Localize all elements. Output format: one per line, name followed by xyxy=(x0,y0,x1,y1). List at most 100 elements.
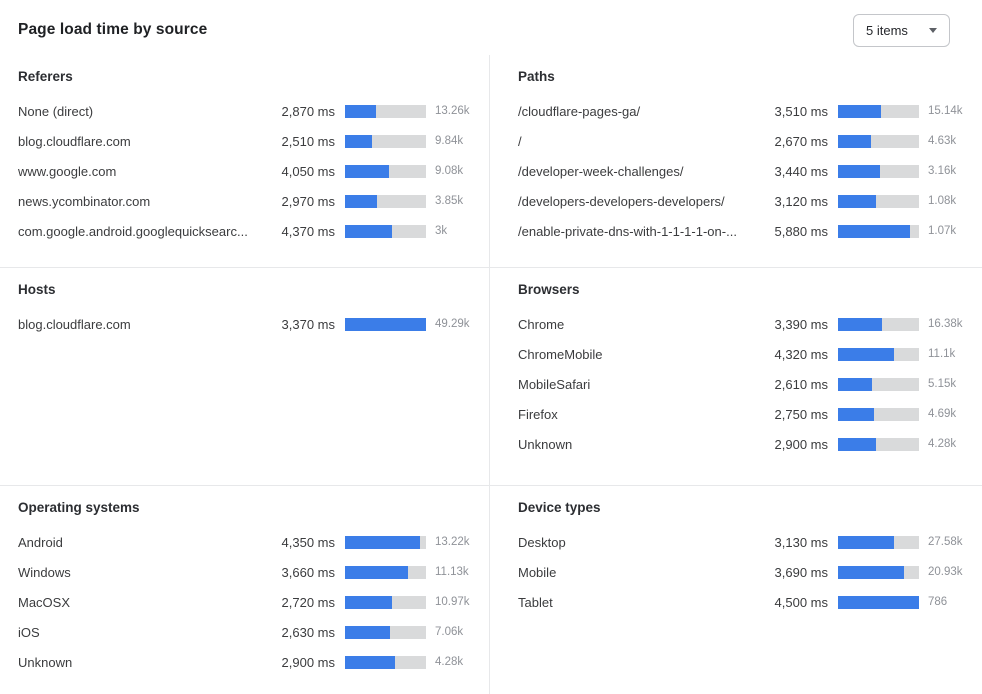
panel-title: Operating systems xyxy=(18,500,140,515)
row-load-time: 4,050 ms xyxy=(281,163,335,179)
bar-track xyxy=(838,317,919,331)
bar-fill xyxy=(345,655,396,669)
row-label: /cloudflare-pages-ga/ xyxy=(518,103,641,119)
row-load-time: 2,610 ms xyxy=(774,376,828,392)
row-load-time: 2,720 ms xyxy=(281,594,335,610)
row-label: /developer-week-challenges/ xyxy=(518,163,684,179)
bar-track xyxy=(838,194,919,208)
row-count: 11.1k xyxy=(928,348,956,360)
row-count: 7.06k xyxy=(435,626,464,638)
row-count: 49.29k xyxy=(435,318,470,330)
bar-track xyxy=(345,224,426,238)
row-label: Mobile xyxy=(518,564,557,580)
row-count: 10.97k xyxy=(435,596,470,608)
table-row: MobileSafari 2,610 ms 5.15k xyxy=(518,369,966,399)
row-load-time: 3,690 ms xyxy=(774,564,828,580)
row-load-time: 2,630 ms xyxy=(281,624,335,640)
table-row: ChromeMobile 4,320 ms 11.1k xyxy=(518,339,966,369)
bar-fill xyxy=(345,224,393,238)
row-load-time: 3,440 ms xyxy=(774,163,828,179)
row-load-time: 3,390 ms xyxy=(774,316,828,332)
bar-fill xyxy=(838,194,876,208)
bar-fill xyxy=(345,164,389,178)
bar-track xyxy=(838,347,919,361)
table-row: www.google.com 4,050 ms 9.08k xyxy=(18,156,473,186)
bar-fill xyxy=(345,595,392,609)
bar-track xyxy=(838,407,919,421)
row-load-time: 2,510 ms xyxy=(281,133,335,149)
bar-track xyxy=(345,535,426,549)
bar-track xyxy=(345,317,426,331)
row-count: 3k xyxy=(435,225,448,237)
panel-operating-systems: Operating systems Android 4,350 ms 13.22… xyxy=(0,485,489,694)
row-label: blog.cloudflare.com xyxy=(18,316,131,332)
row-label: Unknown xyxy=(518,436,573,452)
row-load-time: 3,370 ms xyxy=(281,316,335,332)
bar-fill xyxy=(838,317,883,331)
panel-title: Browsers xyxy=(518,282,580,297)
bar-fill xyxy=(838,407,874,421)
table-row: /developer-week-challenges/ 3,440 ms 3.1… xyxy=(518,156,966,186)
bar-track xyxy=(345,134,426,148)
bar-fill xyxy=(838,535,895,549)
row-load-time: 3,120 ms xyxy=(774,193,828,209)
table-row: blog.cloudflare.com 2,510 ms 9.84k xyxy=(18,126,473,156)
row-count: 3.16k xyxy=(928,165,957,177)
bar-fill xyxy=(345,134,373,148)
bar-track xyxy=(345,565,426,579)
row-load-time: 4,320 ms xyxy=(774,346,828,362)
row-load-time: 3,660 ms xyxy=(281,564,335,580)
table-row: /developers-developers-developers/ 3,120… xyxy=(518,186,966,216)
row-label: ChromeMobile xyxy=(518,346,603,362)
bar-fill xyxy=(838,437,876,451)
row-count: 16.38k xyxy=(928,318,963,330)
bar-track xyxy=(345,104,426,118)
items-count-dropdown[interactable]: 5 items xyxy=(853,13,950,47)
row-count: 27.58k xyxy=(928,536,963,548)
row-load-time: 2,970 ms xyxy=(281,193,335,209)
row-label: Android xyxy=(18,534,63,550)
bar-fill xyxy=(345,194,378,208)
row-label: Tablet xyxy=(518,594,553,610)
row-count: 9.08k xyxy=(435,165,464,177)
row-load-time: 2,900 ms xyxy=(774,436,828,452)
row-count: 13.22k xyxy=(435,536,470,548)
bar-track xyxy=(345,595,426,609)
table-row: com.google.android.googlequicksearc... 4… xyxy=(18,216,473,246)
bar-track xyxy=(838,595,919,609)
caret-down-icon xyxy=(929,27,937,33)
row-label: Unknown xyxy=(18,654,73,670)
bar-fill xyxy=(838,565,905,579)
row-label: Firefox xyxy=(518,406,558,422)
widget-header: Page load time by source 5 items xyxy=(0,0,982,50)
table-row: Mobile 3,690 ms 20.93k xyxy=(518,557,966,587)
row-label: MobileSafari xyxy=(518,376,591,392)
panel-paths: Paths /cloudflare-pages-ga/ 3,510 ms 15.… xyxy=(489,55,982,267)
table-row: Tablet 4,500 ms 786 xyxy=(518,587,966,617)
row-label: None (direct) xyxy=(18,103,94,119)
panel-hosts: Hosts blog.cloudflare.com 3,370 ms 49.29… xyxy=(0,267,489,485)
row-load-time: 5,880 ms xyxy=(774,223,828,239)
row-label: iOS xyxy=(18,624,40,640)
row-load-time: 2,750 ms xyxy=(774,406,828,422)
bar-track xyxy=(345,625,426,639)
row-label: MacOSX xyxy=(18,594,71,610)
row-count: 1.08k xyxy=(928,195,957,207)
row-label: www.google.com xyxy=(18,163,117,179)
bar-fill xyxy=(345,535,421,549)
row-load-time: 4,370 ms xyxy=(281,223,335,239)
bar-fill xyxy=(838,134,871,148)
table-row: Android 4,350 ms 13.22k xyxy=(18,527,473,557)
row-count: 20.93k xyxy=(928,566,963,578)
bar-track xyxy=(838,104,919,118)
row-label: Chrome xyxy=(518,316,565,332)
panel-referers: Referers None (direct) 2,870 ms 13.26k b… xyxy=(0,55,489,267)
row-label: /developers-developers-developers/ xyxy=(518,193,725,209)
table-row: /cloudflare-pages-ga/ 3,510 ms 15.14k xyxy=(518,96,966,126)
row-count: 4.28k xyxy=(435,656,464,668)
bar-track xyxy=(838,377,919,391)
bar-fill xyxy=(838,104,881,118)
table-row: Unknown 2,900 ms 4.28k xyxy=(518,429,966,459)
panel-device-types: Device types Desktop 3,130 ms 27.58k Mob… xyxy=(489,485,982,694)
row-label: blog.cloudflare.com xyxy=(18,133,131,149)
